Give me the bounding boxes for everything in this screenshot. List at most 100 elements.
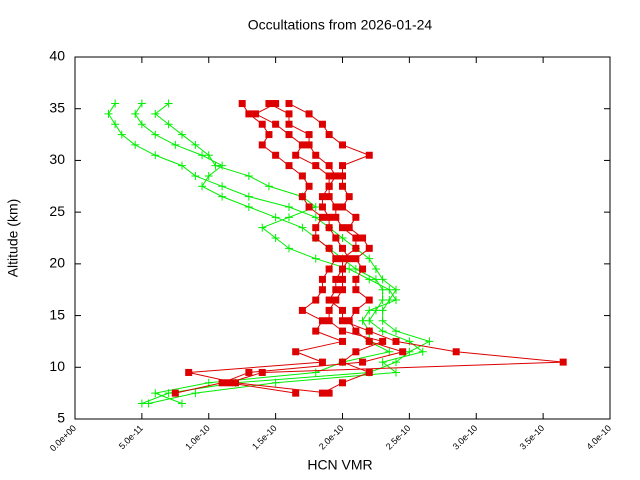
- point: [365, 337, 373, 345]
- point: [325, 131, 333, 139]
- series-line: [153, 103, 397, 404]
- point: [339, 244, 346, 252]
- point: [365, 244, 373, 252]
- point: [345, 193, 353, 201]
- point: [218, 182, 227, 191]
- point: [351, 265, 360, 274]
- point: [311, 368, 320, 377]
- point: [285, 110, 293, 118]
- point: [271, 234, 280, 242]
- point: [339, 327, 346, 335]
- point: [405, 347, 414, 356]
- point: [359, 265, 367, 273]
- point: [178, 161, 186, 170]
- point: [365, 275, 374, 284]
- y-tick-label: 40: [49, 48, 65, 64]
- point: [359, 234, 367, 242]
- point: [358, 316, 367, 325]
- point: [332, 203, 340, 211]
- point: [298, 193, 306, 201]
- point: [385, 347, 394, 356]
- point: [378, 316, 387, 325]
- point: [332, 234, 340, 242]
- point: [312, 327, 320, 335]
- plot-border: [74, 56, 611, 420]
- y-tick-label: 20: [49, 255, 65, 271]
- point: [225, 379, 233, 387]
- point: [318, 203, 326, 211]
- point: [325, 296, 333, 304]
- y-tick-label: 10: [49, 358, 65, 374]
- point: [339, 358, 346, 366]
- point: [104, 109, 113, 118]
- point: [325, 265, 333, 273]
- point: [292, 389, 300, 397]
- point: [339, 255, 346, 263]
- point: [392, 368, 400, 377]
- point: [117, 130, 126, 139]
- point: [285, 244, 293, 253]
- point: [285, 120, 293, 128]
- point: [325, 162, 333, 170]
- point: [292, 151, 300, 159]
- point: [258, 368, 266, 376]
- point: [272, 100, 280, 108]
- point: [379, 337, 387, 345]
- series-line: [107, 103, 431, 404]
- point: [325, 224, 333, 232]
- point: [285, 131, 293, 139]
- point: [318, 286, 326, 294]
- chart-title: Occultations from 2026-01-24: [248, 17, 433, 33]
- point: [332, 172, 340, 180]
- point: [332, 213, 340, 221]
- series-line: [254, 103, 385, 394]
- point: [137, 399, 146, 408]
- point: [325, 213, 333, 221]
- point: [352, 234, 360, 242]
- point: [332, 255, 340, 263]
- point: [305, 131, 313, 139]
- point: [298, 306, 306, 314]
- point: [218, 192, 227, 201]
- point: [378, 275, 387, 284]
- point: [378, 285, 387, 294]
- x-tick-label: 2.5e-10: [384, 423, 413, 452]
- point: [285, 202, 293, 211]
- point: [131, 140, 140, 149]
- point: [204, 151, 213, 160]
- point: [325, 182, 333, 190]
- point: [312, 162, 320, 170]
- point: [339, 141, 346, 149]
- point: [285, 100, 293, 108]
- x-tick-label: 5.0e-11: [117, 423, 145, 451]
- point: [164, 120, 173, 129]
- point: [312, 224, 320, 232]
- point: [325, 389, 333, 397]
- point: [191, 171, 200, 180]
- point: [339, 182, 346, 190]
- point: [339, 265, 346, 273]
- point: [365, 316, 374, 325]
- point: [137, 120, 146, 129]
- point: [345, 265, 354, 274]
- point: [312, 151, 320, 159]
- point: [305, 203, 313, 211]
- point: [171, 389, 179, 397]
- point: [311, 202, 320, 211]
- point: [111, 99, 120, 108]
- point: [352, 286, 360, 294]
- point: [311, 213, 320, 222]
- point: [264, 182, 273, 191]
- point: [345, 255, 353, 263]
- point: [332, 296, 340, 304]
- x-tick-label: 4.0e-10: [584, 423, 613, 452]
- point: [392, 337, 400, 345]
- point: [191, 389, 200, 398]
- point: [352, 327, 360, 335]
- point: [371, 275, 380, 284]
- y-tick-label: 5: [57, 410, 65, 426]
- point: [339, 337, 346, 345]
- point: [399, 348, 407, 356]
- point: [378, 327, 387, 336]
- point: [425, 337, 434, 346]
